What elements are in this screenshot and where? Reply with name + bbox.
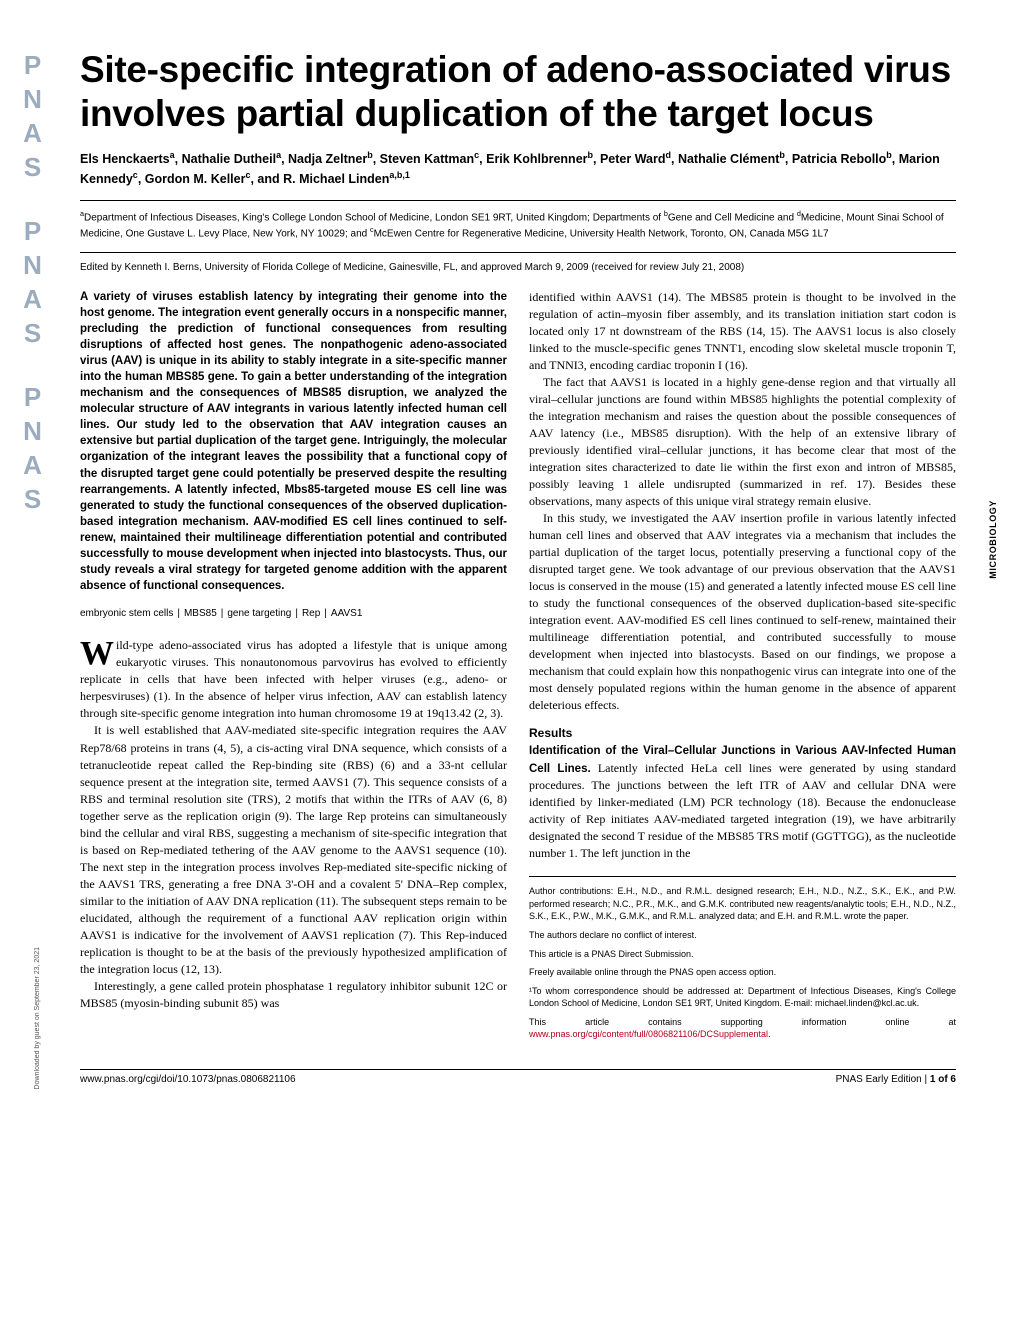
two-column-layout: A variety of viruses establish latency b… bbox=[80, 289, 956, 1048]
footnote-supp-link[interactable]: www.pnas.org/cgi/content/full/0806821106… bbox=[529, 1029, 768, 1039]
affiliations: aDepartment of Infectious Diseases, King… bbox=[80, 209, 956, 242]
footnote-contrib: Author contributions: E.H., N.D., and R.… bbox=[529, 885, 956, 923]
footnotes: Author contributions: E.H., N.D., and R.… bbox=[529, 876, 956, 1041]
footnote-corresp: ¹To whom correspondence should be addres… bbox=[529, 985, 956, 1010]
keyword-2: MBS85 bbox=[184, 608, 217, 619]
right-column: identified within AAVS1 (14). The MBS85 … bbox=[529, 289, 956, 1048]
footnote-supp-post: . bbox=[768, 1029, 771, 1039]
footer-page: 1 of 6 bbox=[930, 1074, 956, 1085]
keyword-5: AAVS1 bbox=[331, 608, 363, 619]
body-right-p2: The fact that AAVS1 is located in a high… bbox=[529, 374, 956, 510]
footer-edition: PNAS Early Edition bbox=[836, 1074, 922, 1085]
rule-top bbox=[80, 200, 956, 201]
abstract: A variety of viruses establish latency b… bbox=[80, 289, 507, 595]
keywords: embryonic stem cells|MBS85|gene targetin… bbox=[80, 608, 507, 619]
pnas-banner: PNAS PNAS PNAS bbox=[8, 50, 56, 1085]
pnas-banner-text-3: PNAS bbox=[17, 382, 48, 518]
footnote-supp: This article contains supporting informa… bbox=[529, 1016, 956, 1041]
footer-sep: | bbox=[922, 1074, 930, 1085]
footer-page-info: PNAS Early Edition | 1 of 6 bbox=[836, 1074, 956, 1085]
side-category: MICROBIOLOGY bbox=[988, 500, 998, 579]
body-right-p4: Latently infected HeLa cell lines were g… bbox=[529, 761, 956, 860]
footnote-supp-pre: This article contains supporting informa… bbox=[529, 1017, 956, 1027]
keyword-4: Rep bbox=[302, 608, 320, 619]
author-list: Els Henckaertsa, Nathalie Dutheila, Nadj… bbox=[80, 149, 956, 188]
body-right-p1: identified within AAVS1 (14). The MBS85 … bbox=[529, 289, 956, 374]
body-left-p3: Interestingly, a gene called protein pho… bbox=[80, 978, 507, 1012]
footer-doi: www.pnas.org/cgi/doi/10.1073/pnas.080682… bbox=[80, 1074, 296, 1085]
body-left-p1: Wild-type adeno-associated virus has ado… bbox=[80, 637, 507, 722]
page-root: PNAS PNAS PNAS MICROBIOLOGY Downloaded b… bbox=[0, 0, 1020, 1125]
footnote-conflict: The authors declare no conflict of inter… bbox=[529, 929, 956, 942]
body-left-p2: It is well established that AAV-mediated… bbox=[80, 722, 507, 977]
results-subsection-p: Identification of the Viral–Cellular Jun… bbox=[529, 742, 956, 862]
page-footer: www.pnas.org/cgi/doi/10.1073/pnas.080682… bbox=[80, 1069, 956, 1085]
rule-mid bbox=[80, 252, 956, 253]
body-right-p3: In this study, we investigated the AAV i… bbox=[529, 510, 956, 714]
footnote-openaccess: Freely available online through the PNAS… bbox=[529, 966, 956, 979]
edited-by: Edited by Kenneth I. Berns, University o… bbox=[80, 261, 956, 275]
downloaded-note: Downloaded by guest on September 23, 202… bbox=[34, 947, 41, 1089]
results-heading: Results bbox=[529, 726, 956, 740]
left-column: A variety of viruses establish latency b… bbox=[80, 289, 507, 1048]
keyword-1: embryonic stem cells bbox=[80, 608, 173, 619]
keyword-3: gene targeting bbox=[227, 608, 291, 619]
pnas-banner-text-1: PNAS bbox=[17, 50, 48, 186]
footnote-submission: This article is a PNAS Direct Submission… bbox=[529, 948, 956, 961]
article-title: Site-specific integration of adeno-assoc… bbox=[80, 48, 956, 135]
pnas-banner-text-2: PNAS bbox=[17, 216, 48, 352]
